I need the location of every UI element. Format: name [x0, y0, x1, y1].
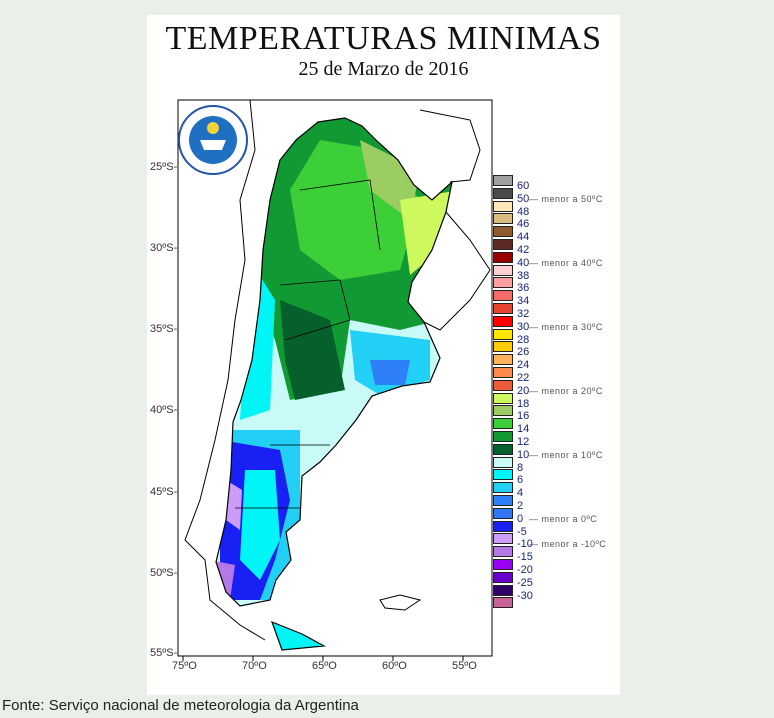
- neighbor-borders: [419, 109, 491, 331]
- legend-swatch: [493, 418, 513, 430]
- legend-swatch: [493, 571, 513, 583]
- legend-swatch: [493, 379, 513, 391]
- lat-label: 55ºS-: [150, 647, 178, 659]
- legend-swatch: [493, 239, 513, 250]
- legend-swatch: [493, 507, 513, 519]
- legend-swatch: [493, 175, 513, 186]
- legend-label: 24: [517, 359, 530, 372]
- legend-swatch: [493, 469, 513, 481]
- legend-swatch: [493, 354, 513, 366]
- legend-note: — menor a 30ºC: [529, 321, 603, 332]
- legend-swatch: [493, 584, 513, 596]
- legend-label: 60: [517, 180, 530, 192]
- map-title: TEMPERATURAS MINIMAS: [165, 20, 602, 57]
- legend-note: — menor a 0ºC: [529, 513, 598, 524]
- legend-label: 28: [517, 333, 530, 346]
- legend-swatch: [493, 520, 513, 532]
- legend-label: 40: [517, 256, 530, 269]
- legend-label: 2: [517, 500, 524, 512]
- legend-swatch: [493, 533, 513, 545]
- lat-label: 25ºS-: [150, 161, 178, 173]
- legend-swatch: [493, 277, 513, 289]
- legend-label: 42: [517, 244, 530, 256]
- lon-label: 55ºO: [452, 660, 477, 672]
- lon-label: 75ºO: [172, 660, 197, 672]
- lat-label: 35ºS-: [150, 323, 178, 335]
- province-borders: [235, 179, 381, 509]
- legend-label: 18: [517, 397, 530, 410]
- lat-label: 50ºS-: [150, 567, 178, 579]
- legend-note: — menor a 10ºC: [529, 449, 603, 460]
- legend-swatch: [493, 290, 513, 302]
- legend-note: — menor a 20ºC: [529, 385, 603, 396]
- legend-label: -15: [517, 551, 533, 564]
- legend-label: 32: [517, 308, 530, 320]
- legend-note: — menor a 50ºC: [529, 193, 603, 204]
- legend-swatch: [493, 187, 513, 199]
- malvinas-islands: [379, 594, 422, 611]
- legend-swatch: [493, 264, 513, 276]
- legend-label: 16: [517, 410, 530, 423]
- legend-label: -20: [517, 564, 533, 576]
- legend-label: 4: [517, 487, 524, 500]
- legend-label: -25: [517, 576, 533, 589]
- legend-label: 48: [517, 205, 530, 218]
- legend-label: 44: [517, 231, 530, 244]
- legend-label: -30: [517, 589, 533, 602]
- legend-swatch: [493, 546, 513, 558]
- lon-label: 60ºO: [382, 660, 407, 672]
- legend-label: 36: [517, 282, 530, 295]
- lat-label: 30ºS-: [150, 242, 178, 254]
- legend-swatch: [493, 482, 513, 494]
- legend-swatch: [493, 443, 513, 455]
- legend-swatch: [493, 456, 513, 468]
- legend-label: 10: [517, 448, 530, 461]
- legend-label: -5: [517, 525, 527, 538]
- legend-label: 6: [517, 474, 524, 487]
- legend-label: 12: [517, 436, 530, 448]
- legend-swatch: [493, 392, 513, 404]
- legend-note: — menor a 40ºC: [529, 257, 603, 268]
- legend-swatch: [493, 495, 513, 506]
- legend-swatch: [493, 559, 513, 570]
- legend-label: 38: [517, 269, 530, 282]
- legend-label: 34: [517, 295, 530, 308]
- legend-swatch: [493, 315, 513, 327]
- legend-label: 46: [517, 218, 530, 231]
- legend-swatch: [493, 226, 513, 238]
- source-caption: Fonte: Serviço nacional de meteorologia …: [2, 697, 359, 714]
- lat-label: 40ºS-: [150, 404, 178, 416]
- chile-coastline: [184, 99, 266, 641]
- legend-swatch: [493, 341, 513, 353]
- legend-swatch: [493, 200, 513, 212]
- legend-swatch: [493, 251, 513, 263]
- legend-label: 50: [517, 192, 530, 205]
- legend-label: -10: [517, 538, 533, 551]
- legend-swatch: [493, 367, 513, 378]
- legend-label: 20: [517, 384, 530, 397]
- legend-label: 0: [517, 512, 524, 525]
- legend-label: 8: [517, 461, 524, 474]
- legend-swatch: [493, 303, 513, 314]
- legend-label: 22: [517, 372, 530, 384]
- legend-label: 26: [517, 346, 530, 359]
- legend-note: — menor a -10ºC: [529, 539, 607, 550]
- lat-label: 45ºS-: [150, 486, 178, 498]
- map-subtitle: 25 de Marzo de 2016: [298, 58, 469, 80]
- legend-label: 30: [517, 320, 530, 333]
- legend-swatch: [493, 328, 513, 340]
- legend-swatch: [493, 431, 513, 442]
- legend-swatch: [493, 597, 513, 609]
- legend-label: 14: [517, 423, 530, 436]
- legend-swatch: [493, 213, 513, 225]
- lon-label: 70ºO: [242, 660, 267, 672]
- smn-logo: [178, 105, 248, 175]
- lon-label: 65ºO: [312, 660, 337, 672]
- legend-swatch: [493, 405, 513, 417]
